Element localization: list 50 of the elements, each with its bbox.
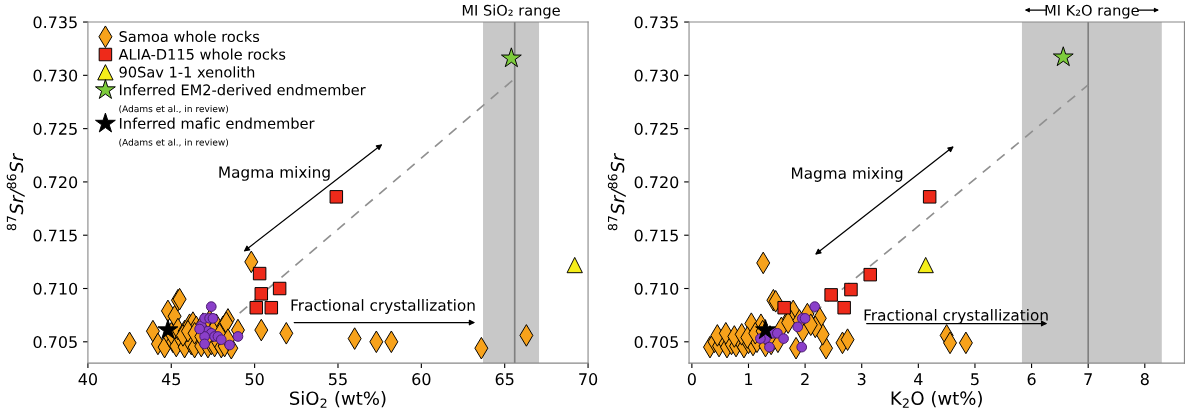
y-tick-label: 0.735 [33, 16, 77, 29]
x-axis-title: SiO$_{2}$ (wt%) [289, 391, 386, 408]
x-tick-label: 55 [329, 373, 347, 386]
y-tick-label: 0.725 [634, 122, 678, 135]
x-tick-label: 50 [245, 373, 264, 386]
x-axis-title: K$_{2}$O (wt%) [891, 391, 982, 408]
annotation: Magma mixing [219, 166, 330, 181]
y-tick-label: 0.715 [33, 229, 77, 242]
band-label: MI K₂O range [1045, 4, 1139, 19]
point [249, 300, 264, 315]
y-tick-label: 0.730 [634, 69, 679, 82]
y-tick-label: 0.710 [634, 282, 679, 295]
point [252, 266, 267, 281]
x-tick-label: 8 [1140, 373, 1149, 386]
x-tick-label: 1 [745, 373, 753, 385]
legend-label: Inferred EM2-derived endmember [119, 84, 366, 96]
y-tick-label: 0.705 [634, 336, 678, 349]
y-tick-label: 0.715 [634, 229, 678, 242]
legend-label: Inferred mafic endmember [119, 117, 315, 129]
y-tick-label: 0.720 [634, 176, 679, 189]
x-tick-label: 5 [971, 373, 979, 386]
x-tick-label: 2 [801, 373, 809, 385]
x-tick-label: 40 [78, 373, 98, 386]
x-tick-label: 45 [161, 373, 181, 386]
y-axis-title: $^{87}$Sr/$^{86}$Sr [607, 153, 626, 231]
y-axis-title: $^{87}$Sr/$^{86}$Sr [6, 153, 25, 231]
x-tick-label: 7 [1084, 373, 1092, 385]
legend-label: ALIA-D115 whole rocks [118, 48, 286, 60]
annotation: Fractional crystallization [291, 299, 475, 314]
y-tick-label: 0.720 [33, 176, 78, 189]
x-tick-label: 4 [914, 373, 923, 385]
y-tick-label: 0.735 [634, 16, 678, 29]
annotation: Fractional crystallization [864, 309, 1048, 324]
y-tick-label: 0.725 [33, 122, 77, 135]
y-tick-label: 0.730 [33, 69, 78, 82]
y-tick-label: 0.705 [33, 336, 77, 349]
legend-label: 90Sav 1-1 xenolith [119, 66, 255, 78]
x-tick-label: 70 [579, 373, 598, 386]
x-tick-label: 3 [857, 373, 866, 386]
y-tick-label: 0.710 [33, 282, 78, 295]
x-tick-label: 65 [495, 373, 514, 386]
annotation: (Adams et al., in review) [119, 105, 229, 114]
annotation: Magma mixing [792, 167, 903, 182]
legend-label: Samoa whole rocks [119, 30, 260, 43]
x-tick-label: 0 [687, 373, 696, 386]
point [264, 300, 279, 315]
x-tick-label: 6 [1027, 373, 1036, 386]
band-label: MI SiO₂ range [462, 4, 560, 19]
x-tick-label: 60 [412, 373, 431, 386]
annotation: (Adams et al., in review) [119, 138, 229, 147]
